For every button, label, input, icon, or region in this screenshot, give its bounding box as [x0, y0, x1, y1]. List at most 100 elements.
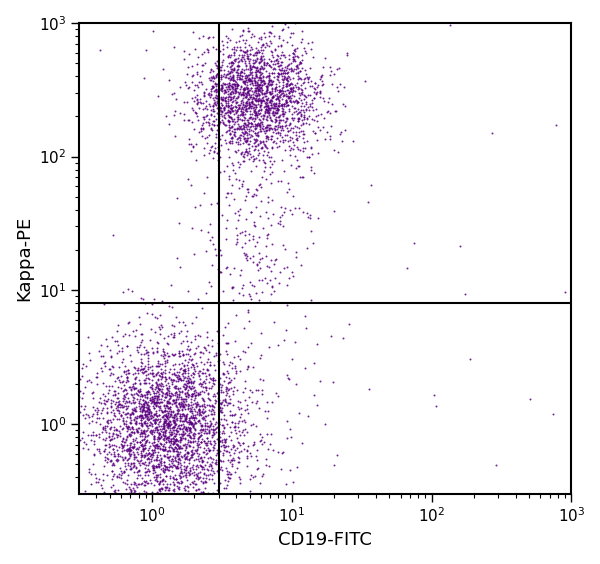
Point [334, 86, 343, 95]
Point [224, 477, 233, 486]
Point [87, 388, 97, 397]
Point [98, 414, 108, 423]
Point [296, 74, 305, 83]
Point [214, 427, 223, 436]
Point [114, 347, 124, 356]
Point [160, 435, 169, 444]
Point [239, 125, 249, 134]
Point [213, 393, 223, 402]
Point [191, 491, 200, 500]
Point [239, 78, 248, 87]
Point [140, 431, 150, 440]
Point [232, 443, 242, 452]
Point [146, 383, 156, 392]
Point [182, 425, 191, 434]
Point [286, 63, 296, 72]
Point [241, 121, 251, 130]
Point [124, 430, 134, 439]
Point [218, 448, 228, 457]
Point [287, 161, 296, 170]
Point [301, 69, 311, 78]
Point [130, 478, 140, 487]
Point [135, 521, 145, 530]
Point [291, 61, 301, 70]
Point [266, 36, 275, 45]
Point [160, 417, 170, 426]
Point [168, 451, 178, 460]
Point [344, 320, 353, 329]
Point [295, 124, 304, 133]
Point [157, 407, 167, 416]
Point [200, 421, 209, 430]
Point [130, 394, 139, 403]
Point [214, 86, 224, 95]
Point [205, 459, 214, 468]
Point [254, 403, 263, 412]
Point [219, 103, 229, 112]
Point [240, 105, 250, 114]
Point [90, 405, 100, 414]
Point [143, 348, 153, 357]
Point [184, 413, 194, 422]
Point [281, 80, 291, 89]
Point [155, 439, 165, 448]
Point [211, 396, 221, 406]
Point [299, 111, 309, 120]
Point [188, 142, 198, 151]
Point [154, 395, 164, 404]
Point [226, 66, 236, 75]
Point [316, 110, 326, 119]
Point [174, 400, 184, 409]
Point [222, 43, 232, 52]
Point [275, 213, 285, 222]
Point [225, 36, 235, 45]
Point [170, 426, 179, 435]
Point [236, 105, 246, 114]
Point [240, 77, 250, 86]
Point [203, 34, 213, 43]
Point [190, 429, 199, 438]
Point [239, 79, 249, 88]
Point [140, 366, 150, 375]
Point [299, 114, 309, 124]
Point [125, 413, 134, 422]
Point [127, 410, 136, 419]
Point [199, 402, 209, 411]
Point [184, 449, 193, 458]
Point [251, 101, 261, 110]
Point [272, 75, 282, 84]
Point [168, 422, 178, 431]
Point [294, 107, 304, 116]
Point [247, 281, 257, 290]
Point [177, 469, 187, 478]
Point [221, 73, 230, 82]
Point [273, 340, 283, 349]
Point [177, 412, 187, 421]
Point [221, 223, 231, 232]
Point [265, 90, 274, 99]
Point [305, 91, 315, 100]
Point [217, 111, 226, 120]
Point [263, 80, 272, 89]
Point [181, 422, 191, 431]
Point [221, 86, 230, 95]
Point [281, 479, 290, 488]
Point [192, 472, 202, 481]
Point [240, 47, 250, 56]
Point [142, 387, 151, 396]
Point [235, 103, 244, 112]
Point [338, 333, 348, 342]
Point [208, 413, 218, 422]
Point [65, 360, 74, 369]
Point [302, 153, 312, 162]
Point [154, 410, 163, 419]
Point [222, 162, 232, 171]
Point [238, 104, 248, 113]
Point [164, 404, 173, 413]
Point [227, 282, 236, 291]
Point [172, 427, 182, 436]
Point [103, 394, 113, 403]
Point [155, 360, 164, 369]
Point [261, 131, 271, 140]
Point [258, 72, 268, 81]
